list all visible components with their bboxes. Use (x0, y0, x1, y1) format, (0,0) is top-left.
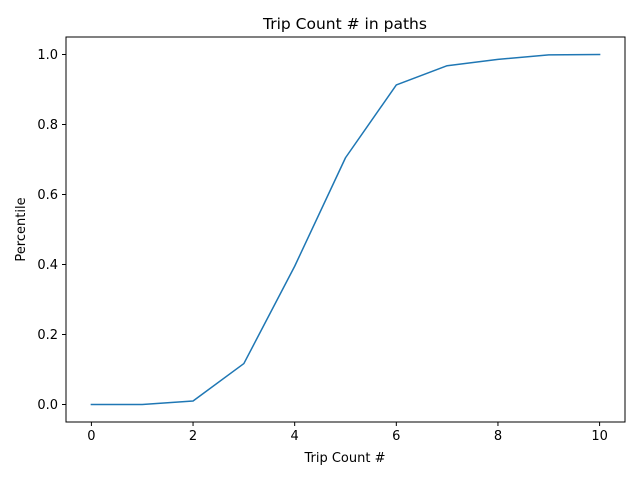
y-tick-label: 0.4 (37, 258, 58, 273)
x-tick-label: 2 (189, 429, 197, 444)
x-axis-ticks: 0 2 4 6 8 10 (87, 422, 608, 444)
x-tick-label: 0 (87, 429, 95, 444)
y-tick-label: 0.2 (37, 328, 58, 343)
series-layer (90, 53, 601, 406)
x-tick-label: 6 (392, 429, 400, 444)
series-line-0 (90, 53, 601, 406)
y-axis-label: Percentile (14, 197, 29, 261)
plot-frame (65, 36, 626, 423)
x-tick-label: 8 (494, 429, 502, 444)
x-tick-label: 10 (591, 429, 608, 444)
plot-area (66, 37, 625, 422)
y-axis-ticks: 0.0 0.2 0.4 0.6 0.8 1.0 (37, 48, 66, 413)
x-axis-label: Trip Count # (303, 451, 385, 466)
y-tick-label: 0.8 (37, 118, 58, 133)
y-tick-label: 1.0 (37, 48, 58, 63)
x-tick-label: 4 (291, 429, 299, 444)
y-tick-label: 0.0 (37, 398, 58, 413)
chart-title: Trip Count # in paths (262, 15, 427, 33)
y-tick-label: 0.6 (37, 188, 58, 203)
